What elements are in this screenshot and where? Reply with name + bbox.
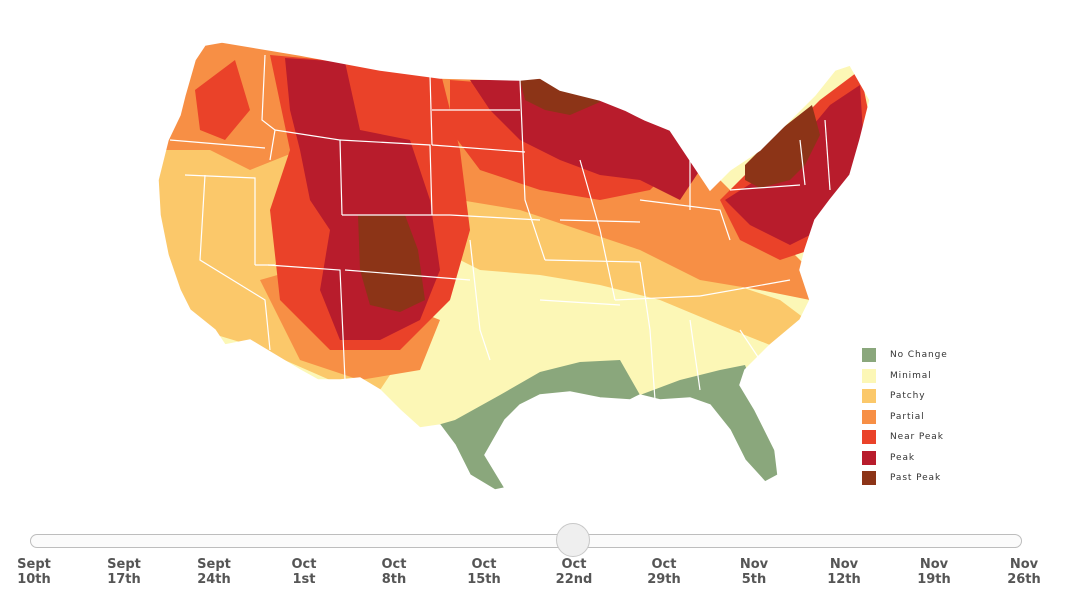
date-tick-day: 12th (827, 572, 861, 587)
date-tick-month: Nov (1009, 557, 1039, 572)
date-tick-month: Nov (739, 557, 769, 572)
legend-item-patchy: Patchy (862, 386, 948, 407)
date-tick-nov-26[interactable]: Nov 26th (984, 557, 1064, 587)
date-tick-day: 24th (197, 572, 231, 587)
legend-label-near-peak: Near Peak (890, 432, 944, 443)
date-tick-oct-1[interactable]: Oct 1st (264, 557, 344, 587)
date-timeline: Sept 10th Sept 17th Sept 24th Oct 1st Oc… (0, 523, 1080, 614)
date-tick-sept-10[interactable]: Sept 10th (0, 557, 74, 587)
date-tick-day: 26th (1007, 572, 1041, 587)
legend-label-no-change: No Change (890, 350, 948, 361)
date-tick-nov-5[interactable]: Nov 5th (714, 557, 794, 587)
date-tick-oct-29[interactable]: Oct 29th (624, 557, 704, 587)
date-tick-day: 15th (467, 572, 501, 587)
zone-near-peak-westcoast (195, 60, 250, 140)
date-tick-day: 10th (17, 572, 51, 587)
date-tick-month: Oct (561, 557, 587, 572)
date-tick-month: Nov (829, 557, 859, 572)
date-tick-sept-24[interactable]: Sept 24th (174, 557, 254, 587)
date-tick-month: Sept (17, 557, 51, 572)
foliage-legend: No Change Minimal Patchy Partial Near Pe… (862, 345, 948, 489)
legend-label-partial: Partial (890, 411, 925, 422)
date-tick-day: 17th (107, 572, 141, 587)
legend-swatch-minimal (862, 368, 876, 383)
date-tick-day: 29th (647, 572, 681, 587)
date-tick-month: Sept (197, 557, 231, 572)
date-tick-month: Oct (291, 557, 317, 572)
date-slider-track[interactable] (30, 534, 1022, 548)
legend-swatch-past-peak (862, 471, 876, 486)
legend-item-past-peak: Past Peak (862, 468, 948, 489)
legend-item-no-change: No Change (862, 345, 948, 366)
date-tick-oct-22[interactable]: Oct 22nd (534, 557, 614, 587)
us-map-svg (157, 41, 871, 491)
date-tick-sept-17[interactable]: Sept 17th (84, 557, 164, 587)
date-tick-nov-12[interactable]: Nov 12th (804, 557, 884, 587)
legend-swatch-partial (862, 409, 876, 424)
date-tick-month: Nov (919, 557, 949, 572)
date-tick-oct-8[interactable]: Oct 8th (354, 557, 434, 587)
legend-label-peak: Peak (890, 452, 915, 463)
date-tick-month: Oct (471, 557, 497, 572)
legend-item-partial: Partial (862, 407, 948, 428)
date-tick-day: 5th (741, 572, 767, 587)
zone-past-peak-colorado (358, 215, 425, 312)
date-tick-day: 19th (917, 572, 951, 587)
foliage-map (157, 41, 871, 491)
legend-swatch-peak (862, 450, 876, 465)
legend-swatch-no-change (862, 348, 876, 363)
date-tick-day: 8th (381, 572, 407, 587)
legend-item-near-peak: Near Peak (862, 427, 948, 448)
legend-swatch-near-peak (862, 430, 876, 445)
date-tick-nov-19[interactable]: Nov 19th (894, 557, 974, 587)
date-tick-day: 1st (292, 572, 316, 587)
zone-past-peak-northeast (745, 105, 820, 188)
date-slider-thumb[interactable] (556, 523, 590, 557)
date-tick-month: Oct (381, 557, 407, 572)
legend-label-minimal: Minimal (890, 370, 932, 381)
legend-label-past-peak: Past Peak (890, 473, 942, 484)
legend-item-minimal: Minimal (862, 366, 948, 387)
state-borders (169, 54, 831, 401)
date-tick-day: 22nd (555, 572, 593, 587)
date-tick-month: Sept (107, 557, 141, 572)
date-tick-oct-15[interactable]: Oct 15th (444, 557, 524, 587)
legend-label-patchy: Patchy (890, 391, 926, 402)
legend-item-peak: Peak (862, 448, 948, 469)
date-tick-month: Oct (651, 557, 677, 572)
legend-swatch-patchy (862, 389, 876, 404)
